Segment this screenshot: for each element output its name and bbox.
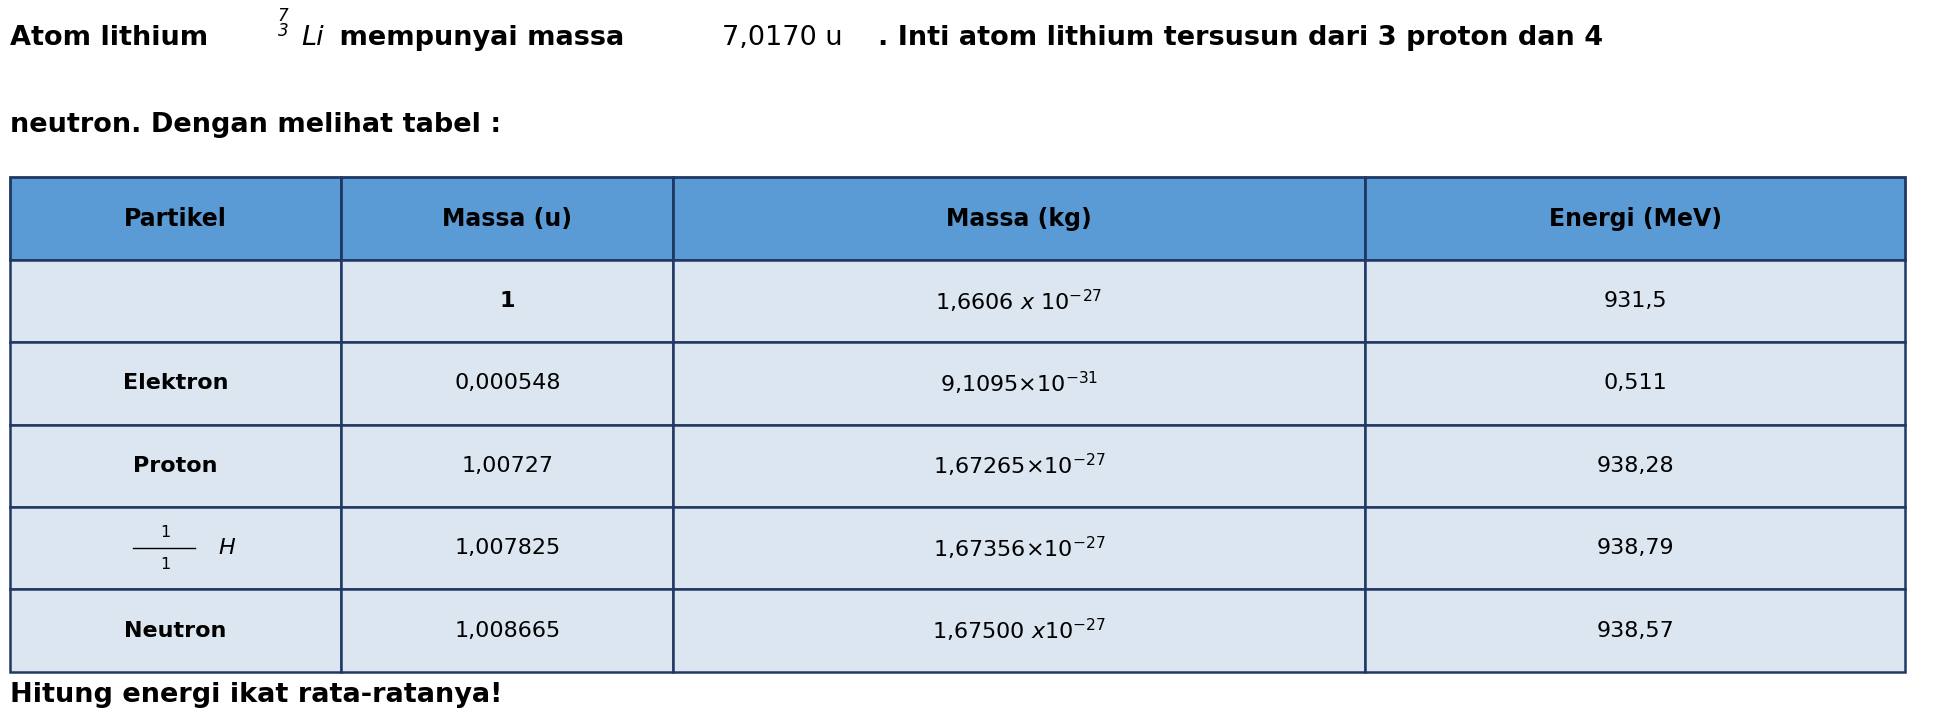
Text: 1,007825: 1,007825 bbox=[454, 538, 560, 558]
Text: $1{,}67500\ x10^{-27}$: $1{,}67500\ x10^{-27}$ bbox=[932, 617, 1106, 644]
Text: . Inti atom lithium tersusun dari 3 proton dan 4: . Inti atom lithium tersusun dari 3 prot… bbox=[878, 25, 1603, 51]
Bar bbox=[10, 589, 341, 672]
Text: Atom lithium: Atom lithium bbox=[10, 25, 216, 51]
Bar bbox=[1365, 424, 1905, 507]
Text: Neutron: Neutron bbox=[125, 620, 226, 641]
Text: 7,0170 u: 7,0170 u bbox=[722, 25, 842, 51]
Text: 0,000548: 0,000548 bbox=[454, 374, 560, 393]
Bar bbox=[673, 507, 1365, 589]
Text: Massa (u): Massa (u) bbox=[443, 206, 571, 230]
Bar bbox=[1365, 507, 1905, 589]
Text: $1{,}67265{\times}10^{-27}$: $1{,}67265{\times}10^{-27}$ bbox=[932, 452, 1106, 479]
Text: Elektron: Elektron bbox=[123, 374, 228, 393]
Text: 7: 7 bbox=[277, 7, 289, 25]
Bar bbox=[673, 342, 1365, 424]
Bar bbox=[341, 342, 673, 424]
Bar bbox=[10, 177, 341, 260]
Bar bbox=[341, 507, 673, 589]
Bar bbox=[673, 177, 1365, 260]
Text: neutron. Dengan melihat tabel :: neutron. Dengan melihat tabel : bbox=[10, 112, 501, 138]
Bar bbox=[1365, 177, 1905, 260]
Text: Li: Li bbox=[300, 25, 324, 51]
Bar bbox=[341, 589, 673, 672]
Text: Proton: Proton bbox=[133, 456, 218, 476]
Bar bbox=[10, 260, 341, 342]
Text: 0,511: 0,511 bbox=[1603, 374, 1667, 393]
Text: $1{,}6606\ x\ 10^{-27}$: $1{,}6606\ x\ 10^{-27}$ bbox=[936, 287, 1104, 315]
Text: 938,28: 938,28 bbox=[1597, 456, 1673, 476]
Text: 1: 1 bbox=[160, 557, 172, 572]
Text: Energi (MeV): Energi (MeV) bbox=[1548, 206, 1722, 230]
Bar bbox=[10, 424, 341, 507]
Text: $1{,}67356{\times}10^{-27}$: $1{,}67356{\times}10^{-27}$ bbox=[932, 534, 1106, 562]
Text: $9{,}1095{\times}10^{-31}$: $9{,}1095{\times}10^{-31}$ bbox=[940, 370, 1098, 397]
Bar bbox=[10, 507, 341, 589]
Text: 1: 1 bbox=[499, 291, 515, 311]
Text: 931,5: 931,5 bbox=[1603, 291, 1667, 311]
Text: 938,57: 938,57 bbox=[1597, 620, 1673, 641]
Bar bbox=[341, 424, 673, 507]
Text: 1: 1 bbox=[160, 525, 172, 540]
Text: Massa (kg): Massa (kg) bbox=[946, 206, 1092, 230]
Bar bbox=[10, 342, 341, 424]
Bar bbox=[1365, 260, 1905, 342]
Bar bbox=[1365, 342, 1905, 424]
Bar bbox=[673, 589, 1365, 672]
Bar bbox=[1365, 589, 1905, 672]
Text: Hitung energi ikat rata-ratanya!: Hitung energi ikat rata-ratanya! bbox=[10, 682, 503, 708]
Bar bbox=[673, 260, 1365, 342]
Text: H: H bbox=[218, 538, 236, 558]
Text: mempunyai massa: mempunyai massa bbox=[330, 25, 634, 51]
Text: Partikel: Partikel bbox=[125, 206, 226, 230]
Bar bbox=[341, 260, 673, 342]
Text: 1,00727: 1,00727 bbox=[462, 456, 554, 476]
Bar bbox=[341, 177, 673, 260]
Text: 938,79: 938,79 bbox=[1597, 538, 1673, 558]
Text: 3: 3 bbox=[277, 22, 289, 40]
Bar bbox=[673, 424, 1365, 507]
Text: 1,008665: 1,008665 bbox=[454, 620, 560, 641]
